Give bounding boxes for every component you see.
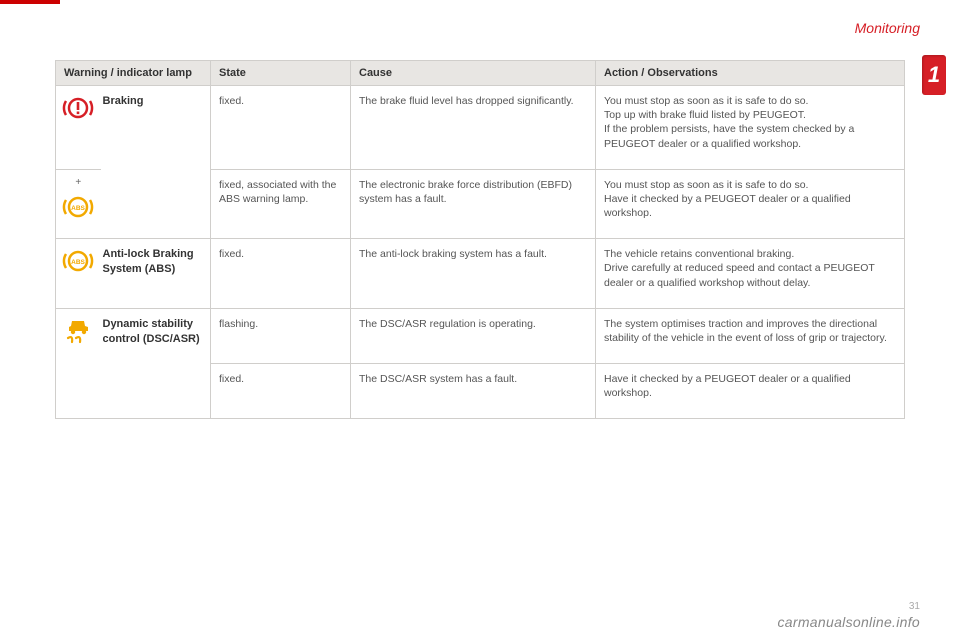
- lamp-icon-cell: [56, 308, 101, 419]
- lamp-cause: The electronic brake force distribution …: [351, 169, 596, 239]
- page-tab: 1: [922, 55, 946, 95]
- lamp-state: fixed.: [211, 239, 351, 309]
- section-title: Monitoring: [855, 20, 920, 36]
- lamp-icon-cell: [56, 86, 101, 170]
- lamp-cause: The DSC/ASR system has a fault.: [351, 364, 596, 419]
- lamp-icon-cell: ABS: [56, 239, 101, 309]
- svg-text:ABS: ABS: [71, 205, 85, 212]
- header-action: Action / Observations: [596, 61, 905, 86]
- accent-bar: [0, 0, 60, 4]
- lamp-state: fixed.: [211, 364, 351, 419]
- dsc-warning-icon: [61, 315, 95, 349]
- header-lamp: Warning / indicator lamp: [56, 61, 211, 86]
- lamp-icon-cell: + ABS: [56, 169, 101, 239]
- svg-text:ABS: ABS: [71, 259, 85, 266]
- table-row: Dynamic stability control (DSC/ASR) flas…: [56, 308, 905, 363]
- lamp-name: Anti-lock Braking System (ABS): [101, 239, 211, 309]
- lamp-cause: The DSC/ASR regulation is operating.: [351, 308, 596, 363]
- warning-lamp-table: Warning / indicator lamp State Cause Act…: [55, 60, 905, 419]
- lamp-cause: The anti-lock braking system has a fault…: [351, 239, 596, 309]
- lamp-action: You must stop as soon as it is safe to d…: [596, 86, 905, 170]
- content-area: Warning / indicator lamp State Cause Act…: [55, 60, 905, 419]
- header-state: State: [211, 61, 351, 86]
- page-number: 31: [909, 601, 920, 612]
- lamp-state: flashing.: [211, 308, 351, 363]
- brake-warning-icon: [62, 92, 94, 124]
- table-row: Braking fixed. The brake fluid level has…: [56, 86, 905, 170]
- lamp-cause: The brake fluid level has dropped signif…: [351, 86, 596, 170]
- abs-warning-icon: ABS: [62, 245, 94, 277]
- lamp-state: fixed, associated with the ABS warning l…: [211, 169, 351, 239]
- table-row: ABS Anti-lock Braking System (ABS) fixed…: [56, 239, 905, 309]
- lamp-action: The system optimises traction and improv…: [596, 308, 905, 363]
- plus-symbol: +: [58, 176, 99, 190]
- abs-warning-icon: ABS: [62, 191, 94, 223]
- lamp-name: Dynamic stability control (DSC/ASR): [101, 308, 211, 419]
- header-cause: Cause: [351, 61, 596, 86]
- lamp-action: The vehicle retains conventional braking…: [596, 239, 905, 309]
- footer-url: carmanualsonline.info: [778, 614, 921, 630]
- lamp-action: You must stop as soon as it is safe to d…: [596, 169, 905, 239]
- table-header-row: Warning / indicator lamp State Cause Act…: [56, 61, 905, 86]
- lamp-state: fixed.: [211, 86, 351, 170]
- lamp-name: Braking: [101, 86, 211, 239]
- lamp-action: Have it checked by a PEUGEOT dealer or a…: [596, 364, 905, 419]
